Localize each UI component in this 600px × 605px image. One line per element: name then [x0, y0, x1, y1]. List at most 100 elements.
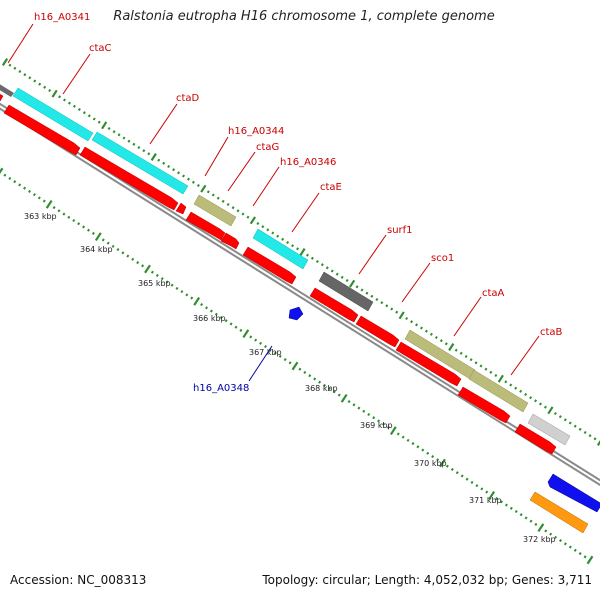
outer-tick [271, 231, 275, 235]
scale-tick [406, 438, 410, 442]
outer-tick [286, 240, 290, 245]
gene-label-ctae[interactable]: ctaE [320, 182, 342, 193]
feature-sco1-block[interactable] [404, 329, 476, 380]
feature-ctaa-block[interactable] [468, 369, 529, 413]
tick-label: 371 kbp [469, 496, 502, 505]
cds-arrow[interactable] [457, 386, 511, 424]
outer-tick [385, 304, 389, 308]
scale-tick [136, 260, 140, 265]
cds-arrow[interactable] [355, 315, 400, 348]
outer-tick [236, 209, 240, 213]
gene-label-ctab[interactable]: ctaB [540, 327, 563, 338]
outer-tick [18, 69, 22, 74]
scale-tick [352, 403, 356, 407]
outer-tick [484, 367, 488, 371]
outer-tick [117, 133, 121, 137]
outer-tick [261, 225, 265, 229]
outer-tick [464, 354, 468, 359]
gene-label-ctaa[interactable]: ctaA [482, 288, 505, 299]
outer-tick [504, 380, 508, 384]
outer-tick [415, 323, 419, 327]
gene-label-h16-a0348[interactable]: h16_A0348 [193, 383, 249, 394]
outer-tick [200, 184, 207, 193]
scale-tick [106, 241, 110, 245]
feature-ctab-block[interactable] [527, 413, 571, 446]
outer-tick [92, 117, 96, 121]
scale-tick [234, 325, 238, 329]
feature-ctac-block[interactable] [12, 87, 94, 142]
cds-arrow[interactable] [175, 202, 187, 215]
outer-tick [325, 266, 329, 270]
outer-tick [13, 66, 17, 70]
outer-tick [588, 434, 592, 438]
scale-tick [94, 232, 102, 242]
cds-arrow[interactable] [3, 104, 81, 156]
scale-tick [544, 529, 548, 533]
tick-label: 363 kbp [24, 212, 57, 221]
scale-tick [519, 513, 523, 517]
cds-arrow[interactable] [309, 287, 359, 323]
cds-arrow[interactable] [242, 246, 297, 285]
gene-label-h16-a0346[interactable]: h16_A0346 [280, 157, 336, 168]
cds-arrow[interactable] [0, 93, 4, 103]
feature-surf1-block[interactable] [318, 271, 374, 312]
gene-label-ctag[interactable]: ctaG [256, 142, 279, 153]
feature-ctad-block[interactable] [91, 131, 189, 195]
feature-h16-a0344-block[interactable] [193, 194, 237, 227]
scale-tick [111, 244, 115, 248]
outer-tick [489, 370, 493, 374]
outer-tick [420, 326, 423, 330]
outer-tick [469, 358, 473, 362]
gene-label-h16-a0341[interactable]: h16_A0341 [34, 12, 90, 23]
scale-tick [57, 209, 61, 213]
outer-tick [266, 228, 270, 232]
scale-tick [509, 506, 513, 510]
scale-tick [389, 426, 397, 436]
gene-label-sco1[interactable]: sco1 [431, 253, 454, 264]
gene-label-ctad[interactable]: ctaD [176, 93, 200, 104]
scale-tick [455, 471, 459, 475]
scale-ring [0, 167, 594, 565]
outer-tick [494, 373, 498, 378]
scale-tick [23, 186, 27, 190]
scale-tick [421, 448, 425, 452]
outer-tick [320, 263, 324, 267]
scale-tick [42, 199, 46, 203]
outer-tick [147, 152, 151, 156]
cds-arrow[interactable] [395, 341, 462, 387]
outer-tick [395, 310, 399, 314]
cds-arrow[interactable] [220, 232, 240, 250]
feature-ctae-block[interactable] [252, 228, 309, 270]
scale-tick [347, 400, 351, 404]
feature-h16-a0341-block[interactable] [0, 80, 14, 97]
outer-tick [305, 253, 309, 257]
cds-arrow[interactable] [514, 423, 557, 455]
outer-tick [345, 278, 349, 283]
outer-tick [596, 439, 600, 446]
scale-tick [131, 257, 135, 261]
outer-tick [553, 411, 557, 416]
scale-tick [568, 545, 572, 549]
outer-tick [578, 427, 582, 431]
outer-tick [543, 405, 547, 409]
scale-tick [411, 442, 415, 446]
scale-tick [583, 555, 587, 559]
gene-labels: h16_A0341 ctaC ctaD h16_A0344 ctaG h16_A… [34, 12, 563, 394]
cds-arrow[interactable] [185, 211, 226, 241]
outer-tick [246, 215, 250, 219]
outer-tick [256, 221, 260, 226]
feature-h16-a0348-block[interactable] [288, 306, 304, 321]
scale-tick [549, 532, 553, 536]
cds-arrow[interactable] [79, 146, 179, 211]
outer-tick [127, 139, 131, 143]
gene-label-surf1[interactable]: surf1 [387, 225, 413, 236]
outer-tick [211, 193, 215, 197]
scale-tick [436, 458, 440, 462]
gene-label-ctac[interactable]: ctaC [89, 43, 112, 54]
feature-orange-block[interactable] [529, 491, 589, 534]
gene-label-h16-a0344[interactable]: h16_A0344 [228, 126, 284, 137]
scale-tick [8, 176, 12, 181]
outer-tick [429, 332, 433, 336]
scale-tick [209, 309, 213, 313]
